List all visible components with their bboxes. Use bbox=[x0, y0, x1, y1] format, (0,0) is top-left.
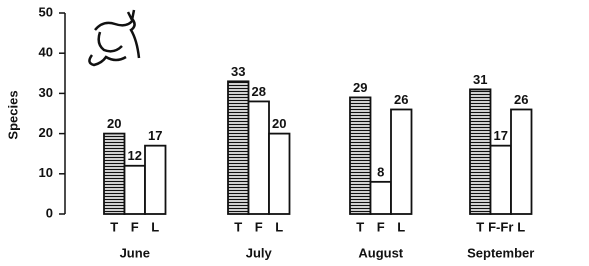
bar-label: F bbox=[131, 219, 139, 234]
x-tick-label: June bbox=[120, 245, 150, 260]
x-tick-label: July bbox=[246, 245, 273, 260]
bar bbox=[371, 182, 392, 214]
bar bbox=[228, 81, 249, 214]
y-tick-label: 30 bbox=[39, 85, 53, 100]
bar-label: T bbox=[110, 219, 118, 234]
bar-label: T bbox=[476, 219, 484, 234]
bar-label: F bbox=[377, 219, 385, 234]
bar bbox=[125, 166, 146, 214]
value-label: 17 bbox=[148, 128, 162, 143]
value-label: 26 bbox=[394, 92, 408, 107]
value-label: 17 bbox=[494, 128, 508, 143]
bar bbox=[145, 146, 166, 214]
value-label: 29 bbox=[353, 80, 367, 95]
y-axis-label: Species bbox=[5, 90, 20, 139]
value-label: 33 bbox=[231, 64, 245, 79]
bar-label: L bbox=[275, 219, 283, 234]
bar-label: F-Fr bbox=[488, 219, 513, 234]
x-tick-label: August bbox=[358, 245, 403, 260]
value-label: 31 bbox=[473, 72, 487, 87]
value-label: 20 bbox=[272, 116, 286, 131]
bar-label: L bbox=[517, 219, 525, 234]
bar bbox=[249, 101, 270, 214]
bar-label: L bbox=[151, 219, 159, 234]
bar-label: L bbox=[397, 219, 405, 234]
bar bbox=[391, 109, 412, 214]
chart: Species 0102030405020T12F17LJune33T28F20… bbox=[0, 0, 589, 266]
y-tick-label: 0 bbox=[46, 205, 53, 220]
bar bbox=[269, 134, 290, 214]
value-label: 28 bbox=[252, 84, 266, 99]
bar-label: F bbox=[255, 219, 263, 234]
bar bbox=[511, 109, 532, 214]
x-tick-label: September bbox=[467, 245, 534, 260]
y-tick-label: 50 bbox=[39, 4, 53, 19]
bar-label: T bbox=[356, 219, 364, 234]
value-label: 26 bbox=[514, 92, 528, 107]
value-label: 8 bbox=[377, 164, 384, 179]
y-tick-label: 40 bbox=[39, 45, 53, 60]
y-tick-label: 20 bbox=[39, 125, 53, 140]
bar bbox=[470, 89, 491, 214]
bar bbox=[350, 97, 371, 214]
value-label: 20 bbox=[107, 116, 121, 131]
y-tick-label: 10 bbox=[39, 165, 53, 180]
value-label: 12 bbox=[128, 148, 142, 163]
bar bbox=[491, 146, 512, 214]
goat-icon bbox=[89, 10, 139, 65]
bar bbox=[104, 134, 125, 214]
bar-label: T bbox=[234, 219, 242, 234]
